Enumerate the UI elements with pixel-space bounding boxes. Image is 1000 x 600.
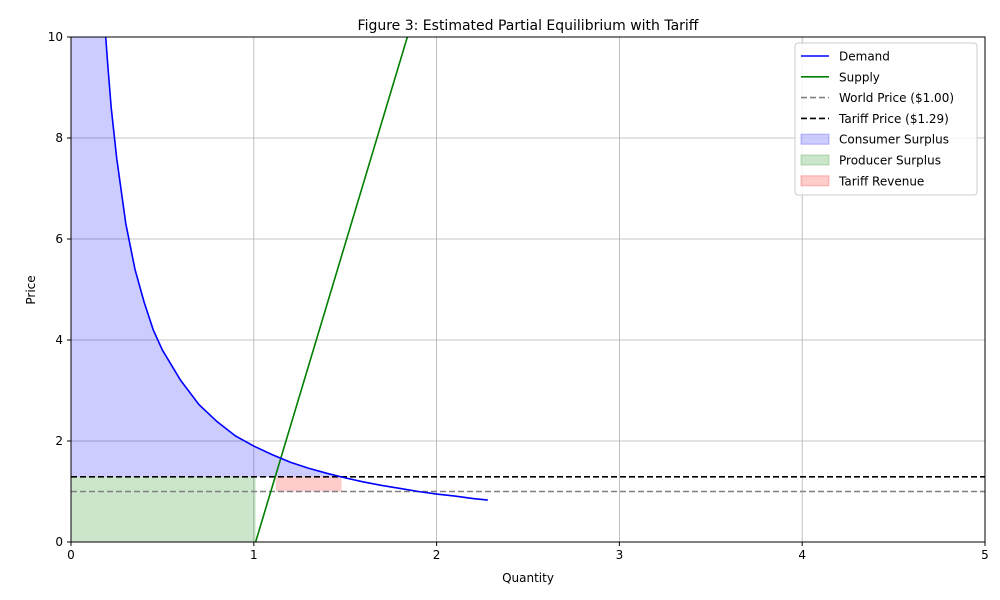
legend-box: [794, 42, 978, 196]
legend-swatch: [800, 154, 830, 166]
demand-line: [104, 37, 488, 501]
y-tick-label: 10: [48, 30, 63, 44]
chart-title: Figure 3: Estimated Partial Equilibrium …: [358, 18, 699, 34]
x-tick-label: 2: [433, 548, 441, 562]
series-lines: [71, 37, 985, 542]
y-tick-label: 8: [55, 131, 63, 145]
producer-surplus-area: [71, 476, 256, 542]
legend-swatch: [800, 175, 830, 187]
y-tick-label: 2: [55, 434, 63, 448]
y-axis-label: Price: [24, 275, 38, 304]
consumer-surplus-area: [71, 37, 342, 477]
surplus-areas: [71, 37, 342, 542]
legend-swatch: [800, 133, 830, 145]
x-tick-label: 1: [250, 548, 258, 562]
legend-label: World Price ($1.00): [839, 91, 954, 105]
y-axis-ticks: 0 2 4 6 8 10: [48, 30, 71, 549]
plot-frame: [70, 36, 986, 543]
x-tick-label: 3: [616, 548, 624, 562]
legend-label: Demand: [839, 50, 890, 64]
x-axis-ticks: 0 1 2 3 4 5: [67, 542, 989, 562]
legend-label: Supply: [839, 70, 880, 84]
x-tick-label: 4: [798, 548, 806, 562]
x-tick-label: 5: [981, 548, 989, 562]
y-tick-label: 6: [55, 232, 63, 246]
legend-label: Consumer Surplus: [839, 133, 949, 147]
tariff-revenue-area: [275, 476, 342, 492]
y-tick-label: 4: [55, 333, 63, 347]
x-tick-label: 0: [67, 548, 75, 562]
y-tick-label: 0: [55, 535, 63, 549]
legend: Demand Supply World Price ($1.00) Tariff Pr…: [794, 42, 978, 196]
legend-label: Producer Surplus: [839, 154, 941, 168]
supply-line: [254, 37, 409, 542]
x-axis-label: Quantity: [502, 571, 554, 585]
legend-label: Tariff Revenue: [838, 174, 924, 188]
legend-label: Tariff Price ($1.29): [838, 112, 949, 126]
